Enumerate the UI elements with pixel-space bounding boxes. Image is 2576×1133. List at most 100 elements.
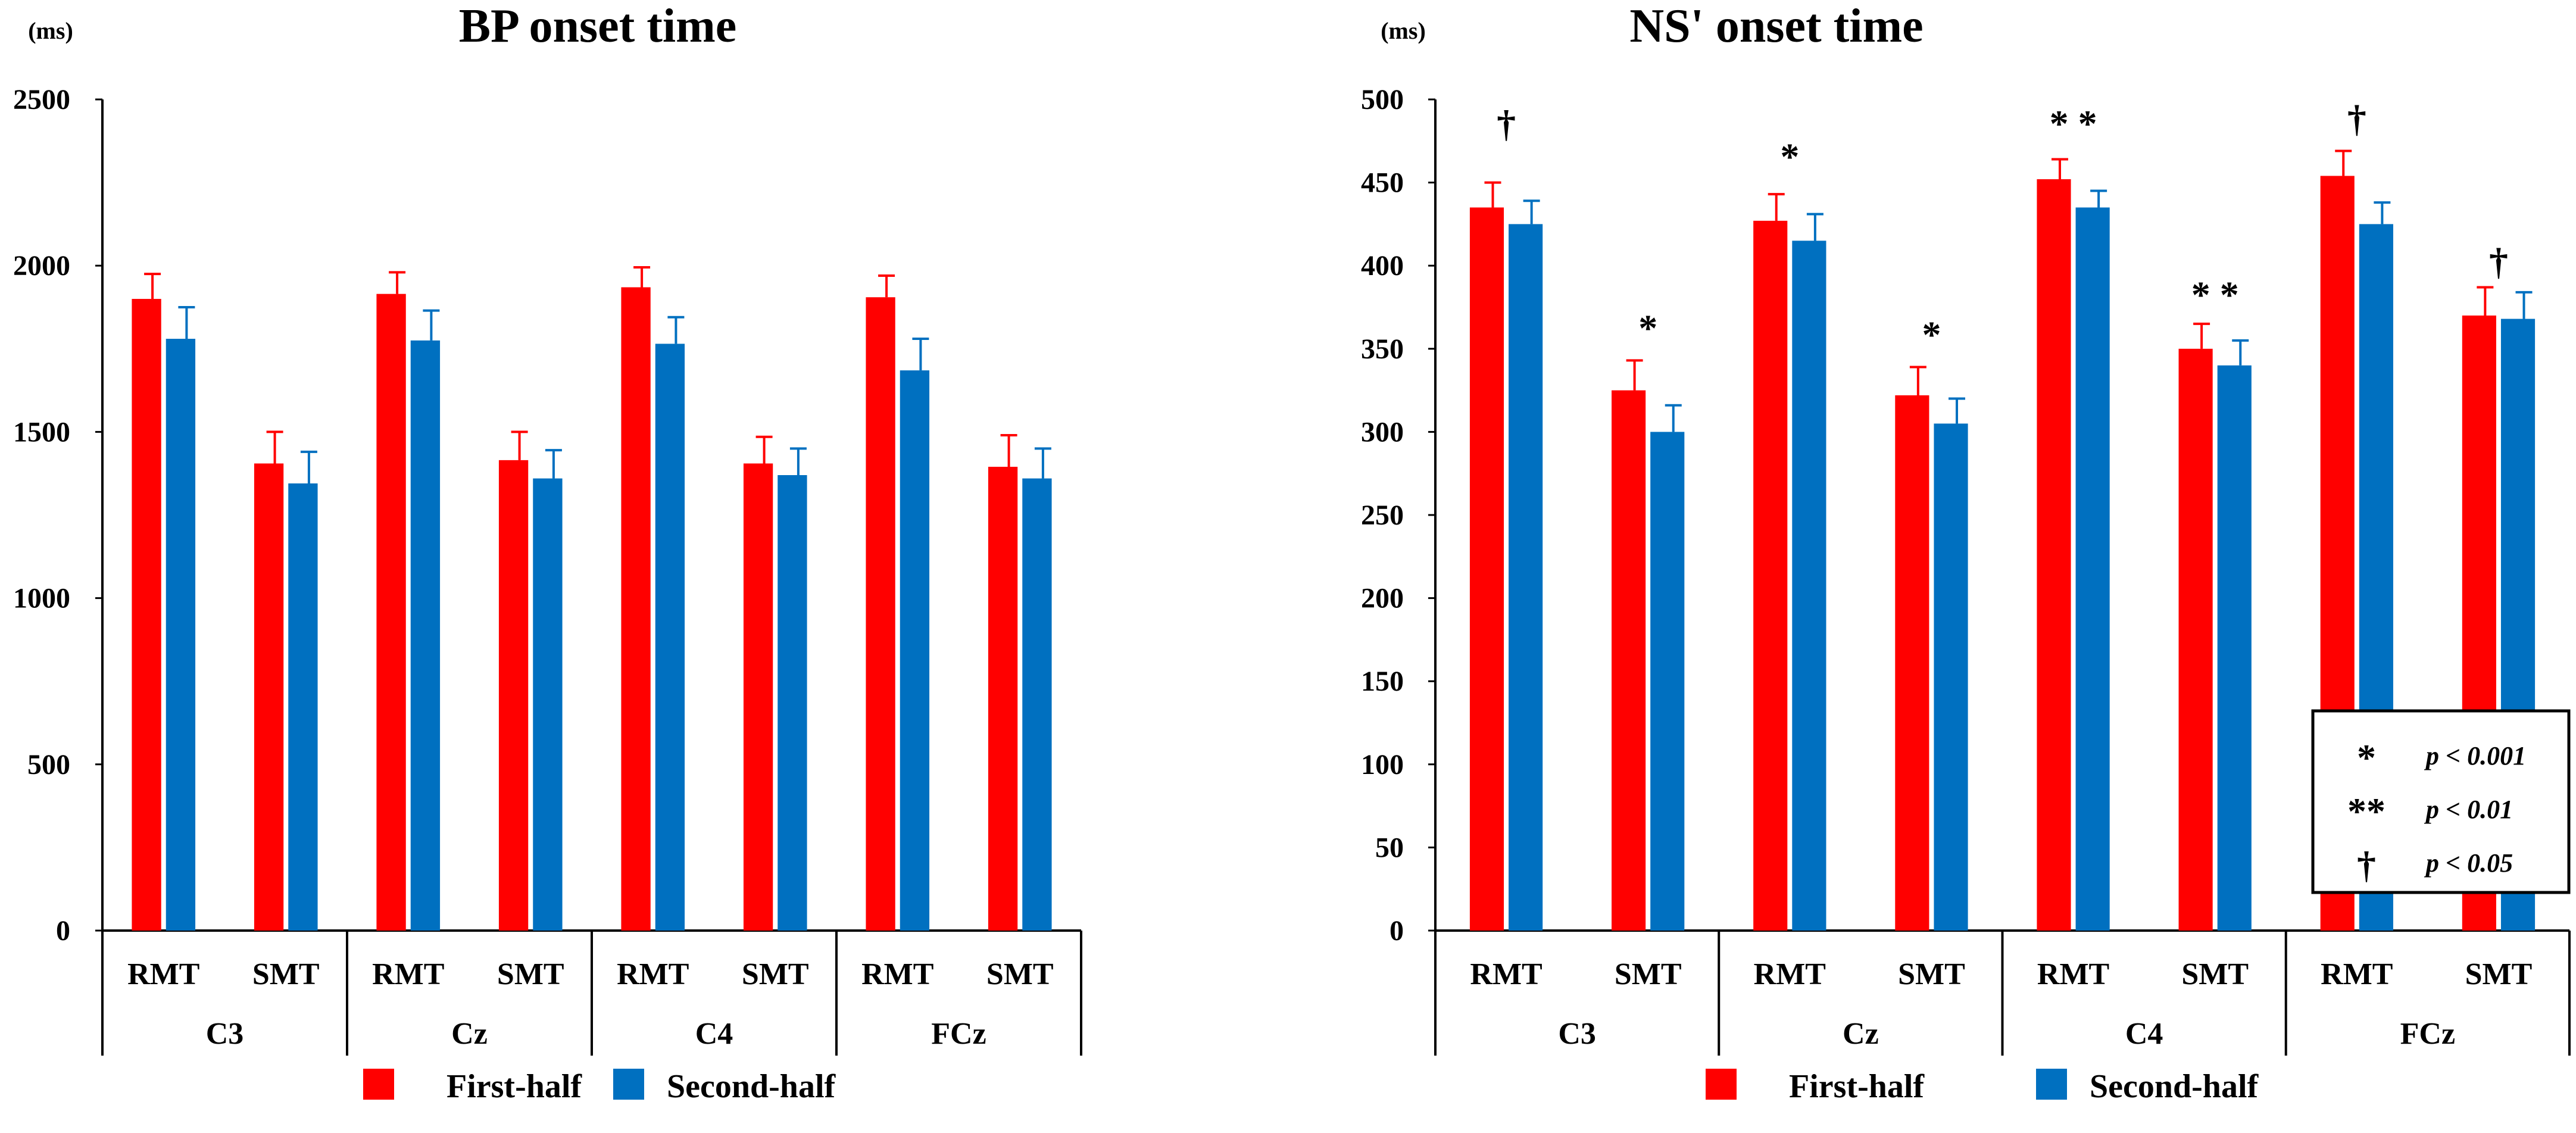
legend-swatch-second-half bbox=[613, 1069, 644, 1100]
key-text: p < 0.01 bbox=[2424, 795, 2513, 824]
y-tick-label: 0 bbox=[1390, 915, 1404, 947]
legend-swatch-first-half bbox=[1706, 1069, 1737, 1100]
key-symbol: † bbox=[2357, 844, 2376, 886]
x-group-label: C4 bbox=[695, 1017, 733, 1051]
chart-title: NS' onset time bbox=[1629, 0, 1923, 52]
bar-second-half bbox=[2075, 207, 2110, 931]
y-tick-label: 2000 bbox=[13, 250, 70, 282]
legend-label-second-half: Second-half bbox=[2090, 1068, 2259, 1105]
x-category-label: RMT bbox=[861, 957, 933, 991]
bar-first-half bbox=[866, 297, 895, 931]
y-tick-label: 250 bbox=[1361, 500, 1404, 531]
key-symbol: * bbox=[2357, 736, 2376, 779]
x-category-label: RMT bbox=[1470, 957, 1542, 991]
x-category-label: SMT bbox=[2181, 957, 2249, 991]
bp-onset-chart: BP onset time (ms) 0 500 1000 1500 2000 2500 RMT… bbox=[13, 0, 1082, 1056]
x-category-label: RMT bbox=[372, 957, 444, 991]
bar-second-half bbox=[288, 483, 318, 931]
legend-label-second-half: Second-half bbox=[667, 1068, 836, 1105]
key-symbol: ** bbox=[2347, 790, 2385, 832]
bar-first-half bbox=[254, 463, 284, 931]
x-category-label: RMT bbox=[1754, 957, 1826, 991]
legend-label-first-half: First-half bbox=[1789, 1068, 1925, 1105]
significance-key: * p < 0.001 ** p < 0.01 † p < 0.05 bbox=[2311, 709, 2571, 894]
legend-label-first-half: First-half bbox=[446, 1068, 582, 1105]
x-category-label: SMT bbox=[252, 957, 320, 991]
bar-first-half bbox=[743, 463, 773, 931]
bar-second-half bbox=[1509, 224, 1543, 931]
chart-title: BP onset time bbox=[459, 0, 737, 52]
bar-first-half bbox=[2037, 179, 2071, 931]
significance-marker: * bbox=[1780, 136, 1799, 178]
bar-first-half bbox=[1469, 207, 1504, 931]
bar-first-half bbox=[2178, 348, 2213, 931]
bar-second-half bbox=[900, 370, 930, 931]
x-group-label: Cz bbox=[451, 1017, 488, 1051]
key-text: p < 0.05 bbox=[2424, 848, 2513, 878]
significance-marker: † bbox=[2489, 241, 2508, 283]
bar-first-half bbox=[1753, 220, 1788, 931]
y-tick-label: 2500 bbox=[13, 84, 70, 116]
bar-first-half bbox=[132, 299, 161, 931]
bar-second-half bbox=[166, 339, 196, 931]
significance-marker: * * bbox=[2191, 273, 2239, 316]
bar-first-half bbox=[498, 460, 529, 931]
ns-onset-chart: NS' onset time (ms) 0 50 100 150 200 250 300 350 4… bbox=[1361, 0, 2571, 1056]
y-tick-label: 350 bbox=[1361, 333, 1404, 365]
key-text: p < 0.001 bbox=[2424, 741, 2526, 770]
bar-first-half bbox=[376, 294, 406, 931]
x-category-label: SMT bbox=[986, 957, 1054, 991]
bar-second-half bbox=[1934, 423, 1968, 931]
significance-marker: * bbox=[1922, 313, 1941, 355]
significance-marker: † bbox=[2347, 98, 2366, 140]
x-category-label: RMT bbox=[2321, 957, 2393, 991]
x-group-label: C3 bbox=[206, 1017, 244, 1051]
y-tick-label: 0 bbox=[56, 915, 70, 947]
y-unit-label: (ms) bbox=[28, 17, 73, 44]
x-category-label: SMT bbox=[2465, 957, 2533, 991]
significance-marker: * bbox=[1638, 307, 1657, 349]
y-tick-label: 100 bbox=[1361, 749, 1404, 781]
x-group-label: C4 bbox=[2125, 1017, 2163, 1051]
bar-first-half bbox=[1612, 390, 1646, 931]
legends: First-half Second-half First-half Second-ha… bbox=[363, 1068, 2259, 1105]
bar-second-half bbox=[1650, 432, 1685, 931]
y-tick-label: 500 bbox=[27, 749, 70, 781]
legend-swatch-second-half bbox=[2036, 1069, 2067, 1100]
key-box-frame bbox=[2311, 709, 2571, 894]
y-tick-label: 50 bbox=[1375, 832, 1404, 863]
bar-first-half bbox=[621, 287, 651, 931]
y-tick-label: 1500 bbox=[13, 416, 70, 448]
y-tick-label: 200 bbox=[1361, 583, 1404, 614]
x-category-label: RMT bbox=[2037, 957, 2109, 991]
legend-swatch-first-half bbox=[363, 1069, 394, 1100]
y-tick-label: 450 bbox=[1361, 167, 1404, 199]
x-category-label: RMT bbox=[617, 957, 689, 991]
y-tick-label: 400 bbox=[1361, 250, 1404, 282]
significance-marker: * * bbox=[2050, 102, 2097, 145]
x-category-label: SMT bbox=[742, 957, 809, 991]
y-tick-label: 150 bbox=[1361, 666, 1404, 697]
bar-first-half bbox=[1895, 395, 1929, 931]
y-tick-label: 500 bbox=[1361, 84, 1404, 116]
bar-second-half bbox=[2217, 365, 2252, 931]
x-group-label: C3 bbox=[1558, 1017, 1596, 1051]
bar-second-half bbox=[655, 344, 685, 931]
y-tick-label: 300 bbox=[1361, 416, 1404, 448]
bar-second-half bbox=[1792, 241, 1826, 931]
x-group-label: FCz bbox=[2400, 1017, 2455, 1051]
x-category-label: RMT bbox=[127, 957, 199, 991]
x-category-label: SMT bbox=[497, 957, 564, 991]
x-group-label: FCz bbox=[931, 1017, 986, 1051]
bar-first-half bbox=[988, 467, 1018, 931]
x-category-label: SMT bbox=[1898, 957, 1965, 991]
x-category-label: SMT bbox=[1615, 957, 1682, 991]
x-group-label: Cz bbox=[1843, 1017, 1879, 1051]
y-tick-label: 1000 bbox=[13, 583, 70, 614]
bar-second-half bbox=[1022, 478, 1052, 931]
bar-second-half bbox=[778, 475, 807, 931]
significance-marker: † bbox=[1497, 102, 1516, 145]
y-unit-label: (ms) bbox=[1381, 17, 1426, 44]
bar-second-half bbox=[533, 478, 563, 931]
